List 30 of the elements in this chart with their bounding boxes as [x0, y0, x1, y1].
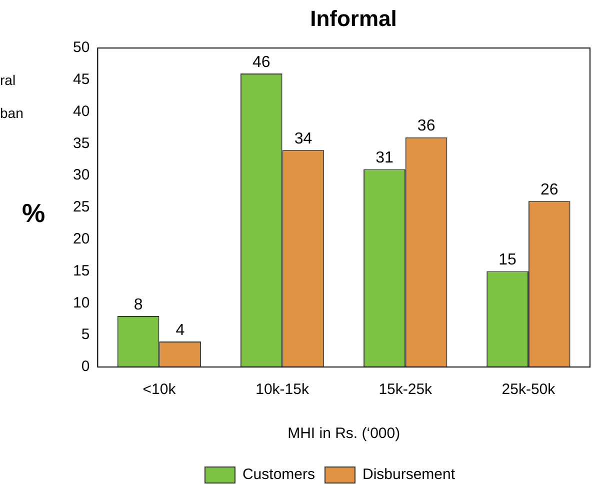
legend-label: Disbursement [362, 466, 456, 484]
y-tick-label: 35 [72, 134, 90, 152]
x-tick-label: 25k-50k [502, 381, 556, 398]
x-tick-label: <10k [142, 381, 176, 398]
data-label: 34 [294, 130, 312, 148]
y-tick-label: 15 [72, 262, 90, 280]
x-axis-title: MHI in Rs. (‘000) [288, 425, 400, 442]
y-tick-label: 40 [72, 102, 90, 120]
chart-title: Informal [309, 6, 398, 32]
data-label: 8 [134, 296, 143, 314]
y-tick-label: 20 [72, 230, 90, 248]
data-label: 26 [540, 182, 558, 199]
y-axis-title: % [22, 198, 46, 229]
y-tick-label: 0 [81, 358, 90, 376]
data-label: 36 [417, 118, 436, 135]
data-label: 4 [176, 322, 185, 339]
y-tick-label: 10 [72, 294, 90, 312]
text: ban [0, 105, 24, 121]
y-tick-label: 50 [72, 39, 90, 56]
legend-label: Customers [242, 466, 316, 484]
y-tick-label: 25 [72, 198, 90, 216]
y-tick-label: 30 [72, 166, 90, 184]
data-label: 15 [498, 252, 517, 269]
x-tick-label: 10k-15k [256, 381, 310, 398]
y-tick-label: 5 [81, 326, 90, 344]
y-tick-label: 45 [72, 71, 90, 88]
data-label: 46 [252, 54, 270, 71]
x-tick-label: 15k-25k [378, 381, 433, 398]
data-label: 31 [376, 150, 394, 167]
text: ral [0, 72, 16, 88]
